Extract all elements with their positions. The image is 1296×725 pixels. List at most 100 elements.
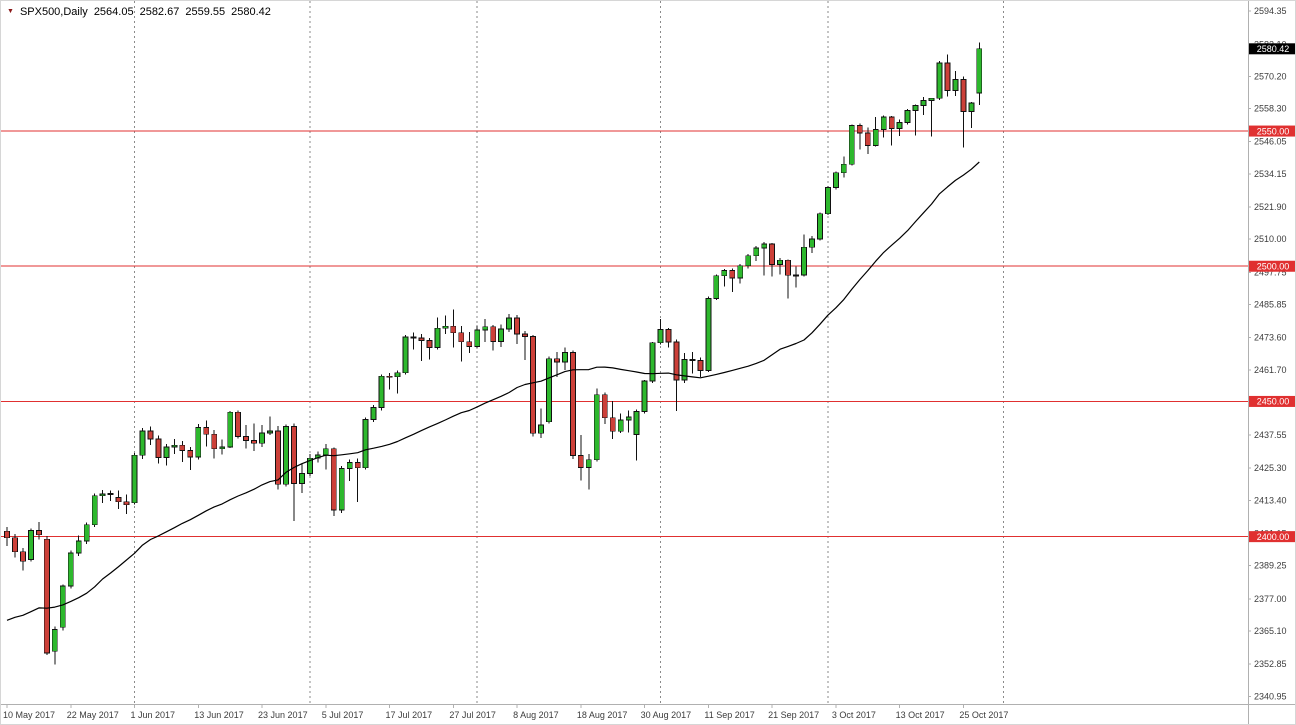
candle-up xyxy=(171,444,178,448)
candle-up xyxy=(338,468,345,511)
candle-up xyxy=(362,419,369,469)
candle-down xyxy=(864,132,871,146)
price-tick-label: 2377.00 xyxy=(1254,594,1287,604)
price-tick-label: 2473.60 xyxy=(1254,333,1287,343)
price-level-badge-label: 2400.00 xyxy=(1257,532,1290,542)
price-tick-label: 2558.30 xyxy=(1254,104,1287,114)
candle-up xyxy=(928,97,935,101)
candle-up xyxy=(91,495,98,526)
candle-up xyxy=(538,424,544,434)
moving-average-line xyxy=(6,161,980,621)
price-tick-label: 2340.95 xyxy=(1254,691,1287,701)
price-level-badge xyxy=(1249,531,1295,543)
candle-down xyxy=(115,497,122,503)
candle-down xyxy=(20,551,26,562)
candle-up xyxy=(721,270,728,277)
candle-up xyxy=(139,430,146,456)
candle-up xyxy=(474,329,481,347)
candle-up xyxy=(67,552,74,587)
candle-up xyxy=(99,493,106,497)
candle-up xyxy=(283,426,289,485)
candle-down xyxy=(43,538,50,654)
candle-down xyxy=(490,326,497,342)
candle-up xyxy=(872,129,879,146)
candle-down xyxy=(577,455,584,468)
current-price-badge xyxy=(1249,43,1295,55)
candle-up xyxy=(402,336,409,374)
candle-up xyxy=(75,540,82,554)
candle-up xyxy=(195,426,202,458)
date-tick-label: 22 May 2017 xyxy=(67,710,119,720)
price-tick-label: 2389.25 xyxy=(1254,561,1287,571)
candle-down xyxy=(888,116,895,130)
candle-down xyxy=(123,501,130,506)
date-tick-label: 25 Oct 2017 xyxy=(959,710,1008,720)
candle-up xyxy=(259,432,265,444)
price-tick-label: 2594.35 xyxy=(1254,6,1287,16)
date-tick-label: 5 Jul 2017 xyxy=(322,710,364,720)
candle-down xyxy=(354,462,361,469)
candle-up xyxy=(753,247,760,257)
date-tick-label: 13 Jun 2017 xyxy=(194,710,244,720)
candle-down xyxy=(569,352,576,456)
candle-down xyxy=(179,444,186,452)
quick-trade-triangle-icon[interactable]: ▼ xyxy=(7,7,14,15)
date-tick-label: 30 Aug 2017 xyxy=(641,710,692,720)
chart-open-value: 2564.05 xyxy=(93,6,134,18)
candle-up xyxy=(880,116,887,130)
price-tick-label: 2485.85 xyxy=(1254,300,1287,310)
candle-up xyxy=(825,187,831,215)
candle-up xyxy=(131,454,138,504)
candle-down xyxy=(251,439,257,444)
date-tick-label: 11 Sep 2017 xyxy=(704,710,754,720)
price-level-badge-label: 2500.00 xyxy=(1257,261,1290,271)
candle-down xyxy=(243,436,250,441)
candle-down xyxy=(689,359,696,362)
candle-up xyxy=(657,329,664,344)
candle-down xyxy=(211,433,218,450)
candle-down xyxy=(35,530,42,536)
candle-down xyxy=(729,270,736,279)
price-tick-label: 2461.70 xyxy=(1254,365,1287,375)
candle-up xyxy=(506,317,513,330)
price-tick-label: 2546.05 xyxy=(1254,137,1287,147)
candle-down xyxy=(697,360,704,372)
price-tick-label: 2534.15 xyxy=(1254,169,1287,179)
candle-up xyxy=(28,530,34,561)
candle-down xyxy=(187,450,194,458)
candle-up xyxy=(713,275,720,299)
candle-down xyxy=(466,341,473,347)
candle-down xyxy=(530,336,536,434)
candle-down xyxy=(291,426,297,484)
candle-down xyxy=(673,341,680,381)
chart-low-value: 2559.55 xyxy=(185,6,226,18)
candle-up xyxy=(298,472,305,484)
date-tick-label: 21 Sep 2017 xyxy=(768,710,819,720)
candle-up xyxy=(562,352,568,363)
candle-up xyxy=(482,326,489,331)
date-tick-label: 8 Aug 2017 xyxy=(513,710,559,720)
chart-high-value: 2582.67 xyxy=(139,6,180,18)
price-level-badge xyxy=(1249,395,1295,407)
current-price-badge-label: 2580.42 xyxy=(1257,44,1290,54)
date-tick-label: 10 May 2017 xyxy=(3,710,55,720)
candle-down xyxy=(155,438,162,458)
date-tick-label: 17 Jul 2017 xyxy=(386,710,433,720)
date-tick-label: 18 Aug 2017 xyxy=(577,710,628,720)
candle-up xyxy=(840,163,847,174)
candle-down xyxy=(410,336,417,339)
date-tick-label: 13 Oct 2017 xyxy=(896,710,945,720)
candle-down xyxy=(609,417,616,432)
candle-up xyxy=(59,585,66,628)
candle-down xyxy=(554,358,560,363)
candle-up xyxy=(745,255,752,267)
candle-up xyxy=(936,62,943,99)
candle-down xyxy=(856,124,863,134)
candle-up xyxy=(832,172,839,188)
price-level-badge-label: 2450.00 xyxy=(1257,397,1290,407)
candle-down xyxy=(522,333,528,337)
candle-up xyxy=(378,375,385,408)
candle-up xyxy=(904,110,911,123)
candle-up xyxy=(912,105,919,111)
